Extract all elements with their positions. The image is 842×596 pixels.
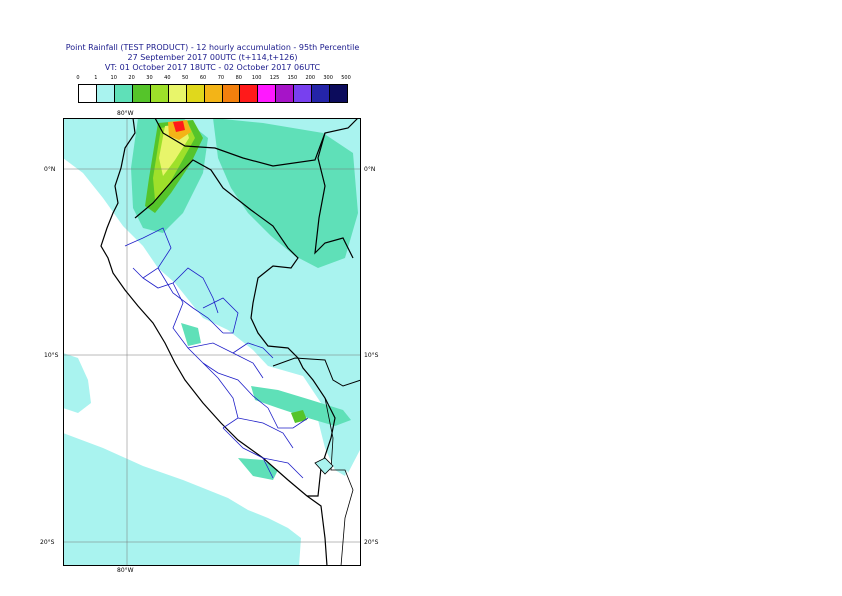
legend-tick-label: 60 <box>199 75 207 81</box>
legend-swatch <box>168 85 187 102</box>
rain-area-80-100 <box>173 121 185 132</box>
national-border-peru <box>134 159 336 497</box>
graticule <box>63 118 361 566</box>
legend-tick-label: 70 <box>217 75 225 81</box>
legend-tick-label: 200 <box>305 75 316 81</box>
lon-label-bottom: 80°W <box>117 567 134 574</box>
national-border-chile <box>324 397 354 566</box>
lat-label-right-0: 0°N <box>364 166 376 173</box>
regional-boundaries <box>124 227 309 479</box>
legend-tick-label: 300 <box>323 75 333 81</box>
colour-legend <box>78 84 348 103</box>
legend-swatch <box>132 85 151 102</box>
lat-label-right-10: 10°S <box>364 352 379 359</box>
legend-tick-label: 125 <box>269 75 280 81</box>
lat-label-left-10: 10°S <box>44 352 59 359</box>
national-border-colombia <box>154 118 359 167</box>
lon-label-top: 80°W <box>117 110 134 117</box>
legend-swatch <box>186 85 205 102</box>
legend-tick-label: 20 <box>128 75 135 81</box>
legend-tick-label: 50 <box>182 75 189 81</box>
legend-tick-label: 100 <box>251 75 262 81</box>
legend-swatch <box>96 85 115 102</box>
legend-tick-label: 10 <box>110 75 117 81</box>
legend-swatch <box>150 85 169 102</box>
map-subtitle-validity: VT: 01 October 2017 18UTC - 02 October 2… <box>104 63 321 72</box>
coastline <box>100 118 328 566</box>
lat-label-right-20: 20°S <box>364 539 379 546</box>
legend-tick-label: 150 <box>287 75 298 81</box>
map-frame <box>63 118 361 566</box>
rainfall-map <box>63 118 361 566</box>
legend-tick-label: 0 <box>76 75 80 81</box>
map-title: Point Rainfall (TEST PRODUCT) - 12 hourl… <box>65 43 360 52</box>
legend-swatch <box>276 85 295 102</box>
legend-tick-label: 1 <box>94 75 98 81</box>
legend-swatch <box>312 85 331 102</box>
legend-swatch <box>114 85 133 102</box>
national-border-brazil <box>314 132 354 259</box>
map-subtitle-run: 27 September 2017 00UTC (t+114,t+126) <box>127 53 298 62</box>
legend-tick-label: 40 <box>164 75 171 81</box>
legend-swatch <box>330 85 348 102</box>
legend-swatch <box>204 85 223 102</box>
national-border-bolivia <box>272 357 361 387</box>
legend-swatch <box>258 85 277 102</box>
legend-swatch <box>294 85 313 102</box>
legend-tick-label: 80 <box>235 75 242 81</box>
lake-titicaca <box>314 457 334 475</box>
legend-swatch <box>79 85 97 102</box>
legend-tick-label: 500 <box>341 75 351 81</box>
lat-label-left-0: 0°N <box>44 166 56 173</box>
legend-swatch <box>240 85 259 102</box>
legend-tick-label: 30 <box>146 75 153 81</box>
legend-swatch <box>222 85 241 102</box>
lat-label-left-20: 20°S <box>40 539 55 546</box>
